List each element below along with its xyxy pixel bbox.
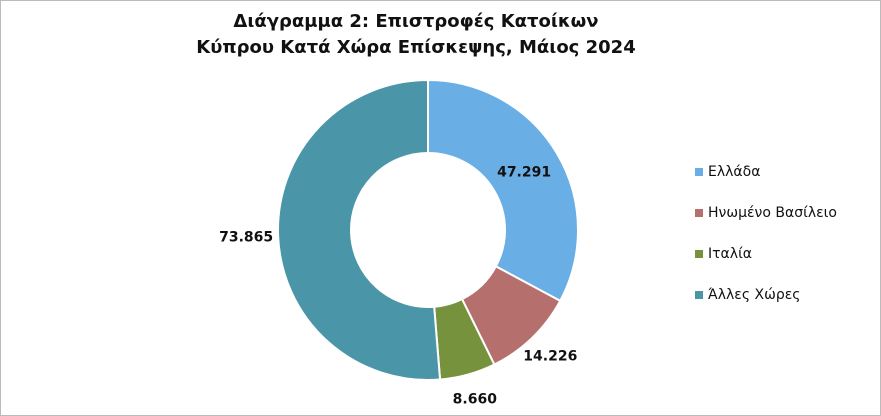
legend-swatch — [695, 291, 703, 299]
legend-label: Ηνωμένο Βασίλειο — [708, 205, 837, 221]
legend-label: Άλλες Χώρες — [708, 287, 800, 303]
value-label: 47.291 — [497, 164, 551, 180]
chart-title: Διάγραμμα 2: Επιστροφές Κατοίκων Κύπρου … — [196, 11, 636, 58]
legend-swatch — [695, 250, 703, 258]
legend-label: Ιταλία — [708, 246, 752, 262]
legend-label: Ελλάδα — [708, 164, 760, 180]
donut-slice — [427, 78, 579, 303]
value-label: 14.226 — [523, 349, 577, 365]
legend-swatch — [695, 209, 703, 217]
legend-swatch — [695, 168, 703, 176]
donut-slice — [277, 78, 442, 381]
value-label: 73.865 — [219, 229, 273, 245]
value-label: 8.660 — [453, 392, 498, 408]
